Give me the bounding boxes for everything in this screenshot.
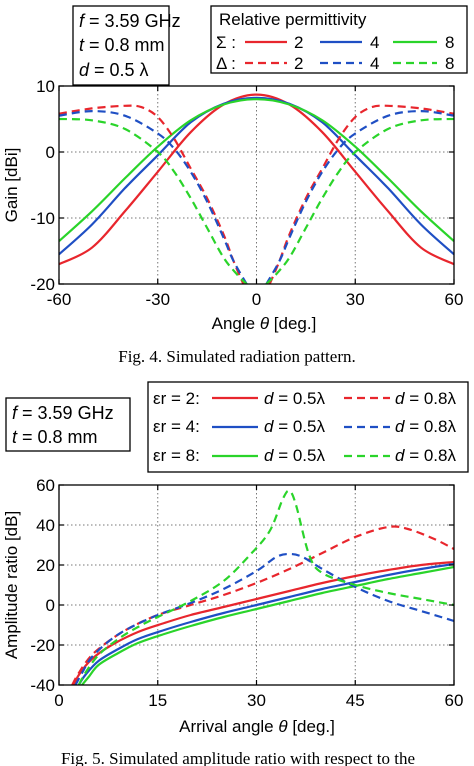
fig5-legend-d-solid: d = 0.5λ [264,417,325,436]
x-tick-label: 45 [346,691,365,710]
x-tick-label: 0 [54,691,63,710]
x-tick-label: 30 [247,691,266,710]
fig5-series [71,489,454,685]
fig4-param-1: f = 3.59 GHz [79,11,181,31]
fig4-param-box [72,5,170,86]
figure-4: f = 3.59 GHz t = 0.8 mm d = 0.5 λ Relati… [2,5,468,366]
series-er8-dashed-line [265,117,454,284]
y-tick-label: 20 [36,556,55,575]
series-er2-solid-line [59,93,454,266]
fig5-legend-lines [212,396,390,458]
fig4-legend-label: 2 [294,33,303,52]
fig4-ticks: -60 -30 0 30 60 -20 -10 0 10 [30,77,463,309]
fig5-grid [59,485,454,685]
x-tick-label: -30 [145,290,170,309]
y-tick-label: -10 [30,209,55,228]
fig4-legend-label: 2 [294,54,303,73]
fig5-legend-d-dash: d = 0.8λ [395,389,456,408]
fig4-legend-box [210,5,468,74]
series-er4-solid-line [59,96,454,256]
fig5-ticks: 0 15 30 45 60 -40 -20 0 20 40 60 [30,476,463,710]
y-tick-label: -40 [30,676,55,695]
fig4-caption: Fig. 4. Simulated radiation pattern. [118,347,356,366]
fig4-legend-label: 8 [445,54,454,73]
fig4-grid [59,86,454,284]
series-er4-dashed-line [59,109,248,284]
series-er2-dashed-line [268,104,454,284]
fig5-legend-d-solid: d = 0.5λ [264,446,325,465]
series-er2-dashed-line [59,104,245,284]
fig5-caption: Fig. 5. Simulated amplitude ratio with r… [61,749,415,766]
x-tick-label: 60 [445,290,464,309]
fig5-legend-label: εr = 8: [153,446,200,465]
x-tick-label: -60 [47,290,72,309]
fig4-x-axis-label: Angle θ [deg.] [212,314,317,333]
series-er8-solid-line [59,98,454,242]
y-tick-label: 0 [46,596,55,615]
fig4-param-2: t = 0.8 mm [79,35,165,55]
y-tick-label: 10 [36,77,55,96]
x-tick-label: 15 [148,691,167,710]
series-er4-dashed-line [74,552,454,685]
y-tick-label: 40 [36,516,55,535]
x-tick-label: 60 [445,691,464,710]
fig4-y-axis-label: Gain [dBi] [2,148,21,223]
fig4-legend-label: 8 [445,33,454,52]
series-er8-dashed-line [77,489,454,685]
fig5-legend-label: εr = 4: [153,417,200,436]
fig5-param-2: t = 0.8 mm [12,427,98,447]
fig5-param-1: f = 3.59 GHz [12,403,114,423]
fig5-legend-d-solid: d = 0.5λ [264,389,325,408]
fig5-legend-d-dash: d = 0.8λ [395,446,456,465]
fig5-param-box [5,397,131,452]
series-er2-dashed-line [71,525,454,685]
series-er8-dashed-line [59,117,248,284]
figure-5: f = 3.59 GHz t = 0.8 mm εr = 2: εr = 4: … [2,381,469,766]
y-tick-label: -20 [30,636,55,655]
fig4-legend-sum-symbol: Σ : [216,33,236,52]
fig5-y-axis-label: Amplitude ratio [dB] [2,511,21,659]
fig5-legend-d-dash: d = 0.8λ [395,417,456,436]
fig4-param-3: d = 0.5 λ [79,60,149,80]
y-tick-label: -20 [30,275,55,294]
series-er8-solid-line [81,565,454,685]
fig4-legend-label: 4 [370,33,379,52]
fig5-legend-box [147,381,469,473]
fig4-series [59,93,454,284]
series-er4-solid-line [77,562,454,685]
x-tick-label: 30 [346,290,365,309]
y-tick-label: 60 [36,476,55,495]
fig4-legend-delta-symbol: Δ : [216,54,236,73]
fig4-legend-label: 4 [370,54,379,73]
series-er4-dashed-line [265,109,454,284]
fig4-legend-title: Relative permittivity [219,10,367,29]
y-tick-label: 0 [46,143,55,162]
x-tick-label: 0 [252,290,261,309]
fig5-x-axis-label: Arrival angle θ [deg.] [179,717,335,736]
series-er2-solid-line [73,560,454,685]
fig4-legend-lines [245,40,437,65]
fig5-legend-label: εr = 2: [153,389,200,408]
